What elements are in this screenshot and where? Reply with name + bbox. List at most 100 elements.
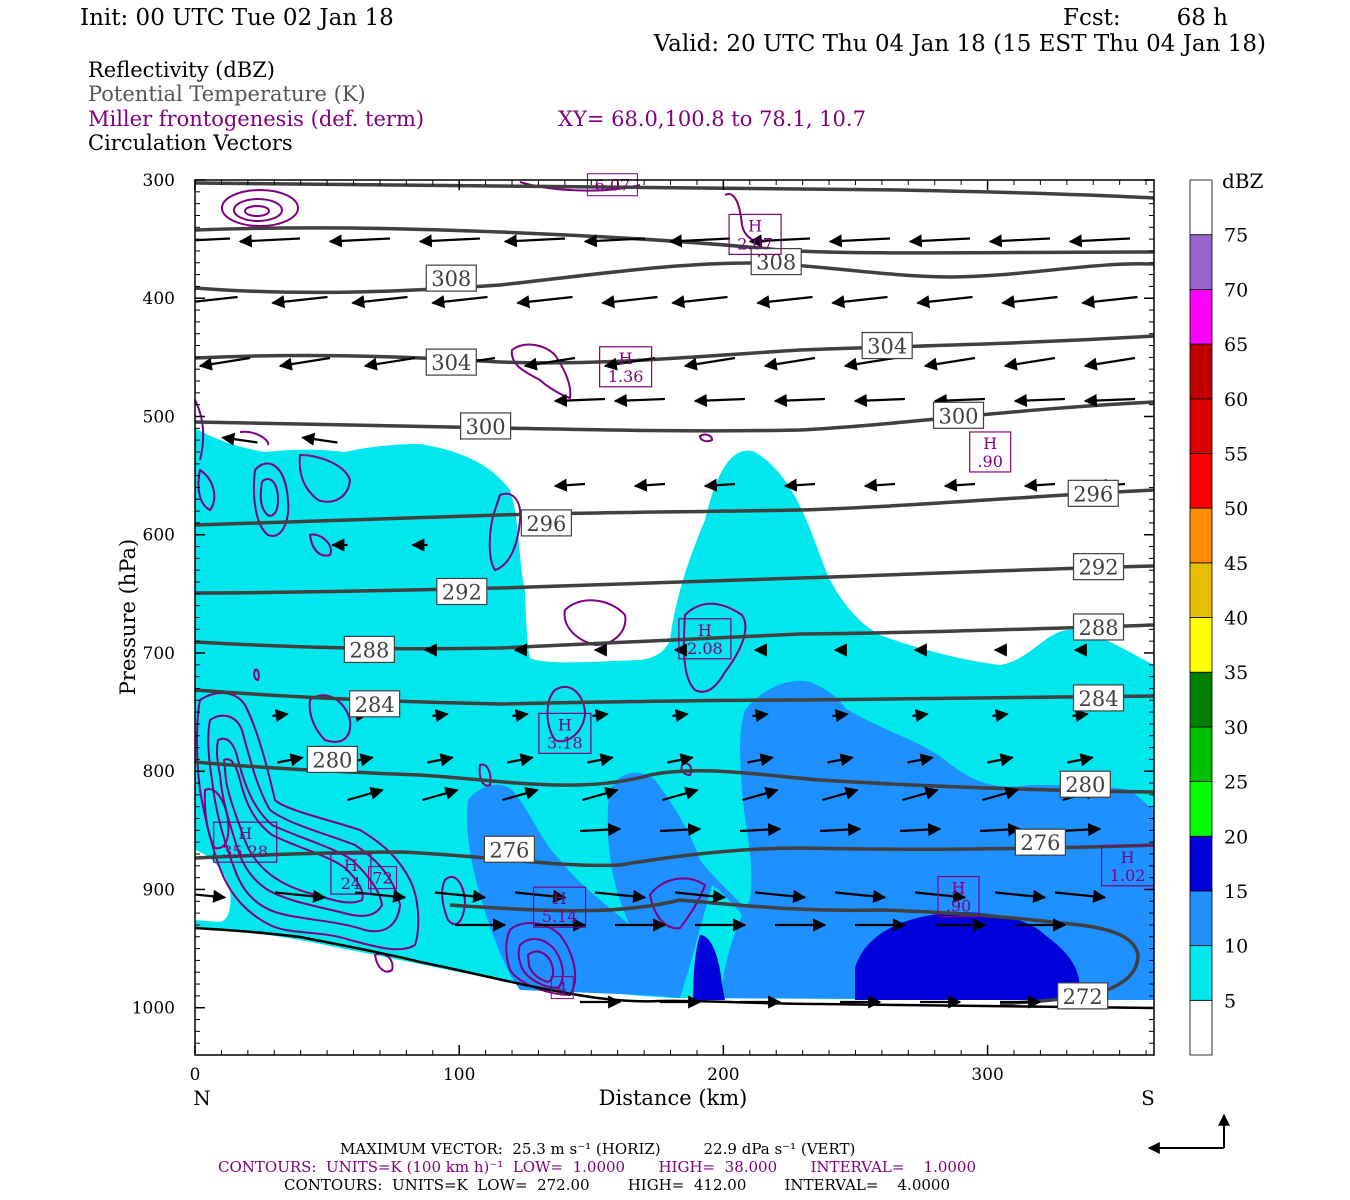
theta-label-box: [343, 635, 395, 664]
wind-vector: [672, 709, 689, 723]
fronto-max-box: [678, 618, 732, 660]
colorbar-level: 60: [1224, 389, 1248, 411]
wind-vector: [834, 889, 887, 903]
fronto-labels: H2.07H1.36H.90H2.08H3.18H35.28H24H5.14H.…: [213, 173, 1155, 1000]
fronto-contour: [203, 788, 230, 850]
wind-vector: [301, 432, 338, 446]
colorbar-level: 35: [1224, 662, 1248, 684]
valid-time: Valid: 20 UTC Thu 04 Jan 18 (15 EST Thu …: [653, 31, 1266, 57]
colorbar-swatch: [1189, 179, 1213, 236]
x-tick-label: 200: [707, 1065, 739, 1085]
fronto-contour: [222, 758, 364, 904]
wind-vector: [583, 234, 646, 248]
colorbar-swatch: [1189, 945, 1213, 1001]
wind-vector: [198, 356, 251, 371]
colorbar-level: 10: [1224, 936, 1248, 958]
wind-vector: [278, 356, 331, 371]
wind-vector: [272, 709, 289, 723]
fronto-max-value: 1.02: [1110, 866, 1146, 885]
y-tick-label: 500: [143, 407, 175, 427]
fronto-contour: [517, 938, 564, 990]
fronto-max-box: [937, 875, 980, 918]
theta-contour: [195, 564, 1154, 595]
fronto-value: 6.07: [595, 176, 631, 195]
theta-label-box: [1059, 770, 1111, 798]
theta-label-box: [861, 331, 913, 360]
wind-vector: [667, 753, 694, 767]
wind-vector: [763, 356, 816, 371]
wind-vector: [582, 786, 619, 802]
colorbar-level: 30: [1224, 717, 1248, 739]
wind-vector: [277, 753, 304, 767]
y-tick-label: 400: [143, 289, 175, 309]
wind-vector: [579, 823, 622, 837]
fronto-max-letter: H: [558, 715, 572, 734]
wind-vector: [703, 478, 736, 492]
theta-label: 288: [1078, 616, 1118, 640]
refl-15dbz-core-small: [693, 935, 725, 1000]
theta-label: 288: [349, 638, 389, 662]
wind-vector: [819, 823, 862, 837]
wind-vector: [1072, 709, 1089, 723]
theta-label: 276: [1020, 831, 1060, 855]
fronto-contours: [195, 181, 769, 997]
wind-vector: [933, 393, 986, 408]
wind-vector: [912, 709, 929, 723]
plot-area: [195, 181, 1154, 1055]
theta-contour: [195, 334, 1154, 365]
refl-15dbz-core-south: [855, 912, 1080, 1000]
wind-vector: [434, 889, 487, 903]
colorbar-swatch: [1189, 507, 1213, 564]
theta-contour: [195, 261, 1154, 295]
fronto-contour: [563, 599, 627, 647]
theta-label-box: [460, 412, 512, 440]
colorbar-level: 20: [1224, 826, 1248, 848]
theta-label: 296: [526, 512, 566, 536]
fronto-contour: [252, 462, 290, 537]
wind-vector: [916, 295, 973, 309]
fronto-contour: [682, 602, 747, 693]
colorbar-swatch: [1189, 671, 1213, 728]
wind-vector: [195, 889, 227, 903]
fronto-max-box: [330, 853, 372, 895]
fronto-max-letter: H: [1121, 848, 1135, 867]
fronto-contour: [441, 875, 467, 926]
colorbar-level: 65: [1224, 334, 1248, 356]
fronto-max-letter: H: [619, 349, 633, 368]
title-fronto: Miller frontogenesis (def. term): [88, 107, 424, 131]
colorbar-swatch: [1189, 617, 1213, 673]
colorbar-swatch: [1189, 999, 1213, 1056]
fronto-max-value: 24: [341, 874, 361, 893]
theta-label: 304: [431, 351, 471, 375]
wind-vector: [195, 237, 231, 242]
wind-vector: [739, 823, 782, 837]
wind-vector: [748, 234, 811, 248]
wind-vector: [347, 786, 384, 802]
colorbar-swatch: [1189, 726, 1213, 782]
theta-contour: [195, 488, 1154, 527]
wind-vector: [502, 786, 539, 802]
wind-vector: [831, 295, 888, 309]
colorbar-swatch: [1189, 288, 1213, 345]
theta-contour: [195, 181, 1154, 200]
fronto-max-letter: H: [238, 824, 252, 843]
wind-vector: [908, 234, 971, 248]
title-reflectivity: Reflectivity (dBZ): [88, 58, 275, 82]
fronto-max-value: 5.14: [542, 907, 578, 926]
wind-vector: [1001, 295, 1058, 309]
fronto-max-value: 2.08: [687, 639, 723, 658]
fronto-max-letter: H: [698, 621, 712, 640]
theta-label: 296: [1073, 482, 1113, 506]
fronto-contour: [308, 533, 332, 557]
wind-vector: [773, 393, 826, 408]
wind-vector: [987, 753, 1014, 767]
theta-label: 272: [1063, 985, 1103, 1009]
fronto-max-value: 3.18: [547, 733, 583, 752]
max-vector-info: MAXIMUM VECTOR: 25.3 m s⁻¹ (HORIZ) 22.9 …: [340, 1140, 855, 1158]
wind-vector: [832, 709, 849, 723]
wind-vector: [553, 478, 586, 492]
fronto-contour: [478, 763, 492, 787]
fronto-value-box: [368, 866, 398, 890]
fcst-label: Fcst:: [1063, 5, 1121, 31]
